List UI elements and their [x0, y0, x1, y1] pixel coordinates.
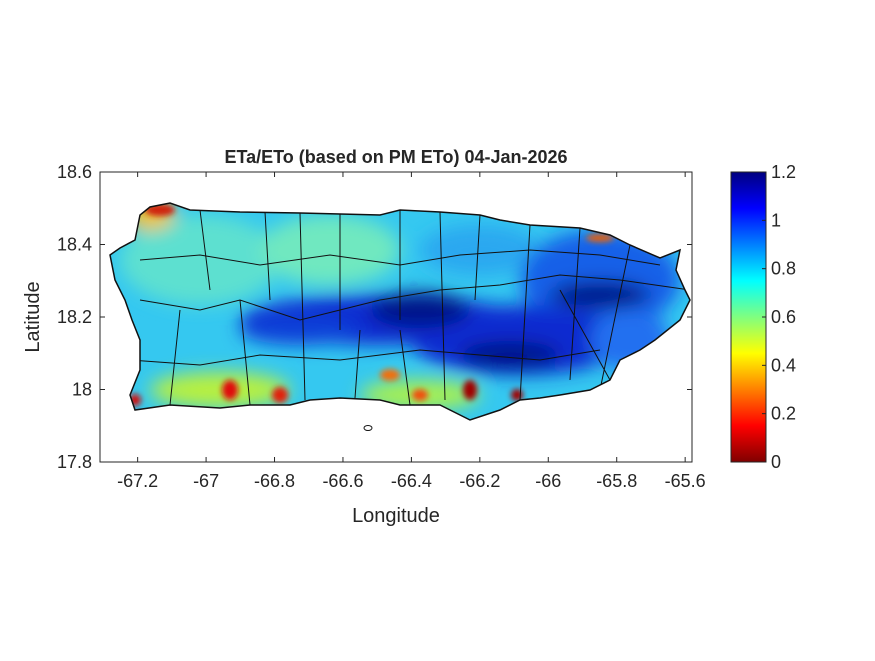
y-tick-label: 17.8	[57, 452, 92, 472]
colorbar-tick-label: 1.2	[771, 162, 796, 182]
x-axis-label: Longitude	[352, 505, 440, 527]
x-tick-label: -66.2	[459, 471, 500, 491]
chart-title: ETa/ETo (based on PM ETo) 04-Jan-2026	[224, 147, 567, 167]
colorbar-ticks: 0 0.2 0.4 0.6 0.8 1 1.2	[762, 162, 796, 472]
y-tick-label: 18.2	[57, 307, 92, 327]
x-tick-label: -67	[193, 471, 219, 491]
x-tick-label: -65.8	[596, 471, 637, 491]
x-tick-label: -67.2	[117, 471, 158, 491]
caja-de-muertos-island	[363, 425, 373, 431]
x-tick-label: -66	[535, 471, 561, 491]
x-axis: -67.2 -67 -66.8 -66.6 -66.4 -66.2 -66 -65.8 -65.…	[117, 172, 706, 491]
y-axis-label: Latitude	[22, 281, 44, 352]
x-tick-label: -66.6	[322, 471, 363, 491]
y-tick-label: 18.4	[57, 235, 92, 255]
municipality-boundaries	[129, 209, 690, 406]
y-tick-label: 18	[72, 380, 92, 400]
colorbar-tick-label: 0	[771, 452, 781, 472]
colorbar-tick-label: 0.2	[771, 404, 796, 424]
colorbar-tick-label: 0.4	[771, 355, 796, 375]
x-tick-label: -66.4	[391, 471, 432, 491]
y-tick-label: 18.6	[57, 162, 92, 182]
colorbar	[730, 171, 767, 463]
island-outline	[109, 202, 691, 421]
colorbar-tick-label: 0.8	[771, 259, 796, 279]
x-tick-label: -65.6	[665, 471, 706, 491]
y-axis: 17.8 18 18.2 18.4 18.6	[57, 162, 692, 472]
colorbar-tick-label: 1	[771, 210, 781, 230]
colorbar-tick-label: 0.6	[771, 307, 796, 327]
x-tick-label: -66.8	[254, 471, 295, 491]
